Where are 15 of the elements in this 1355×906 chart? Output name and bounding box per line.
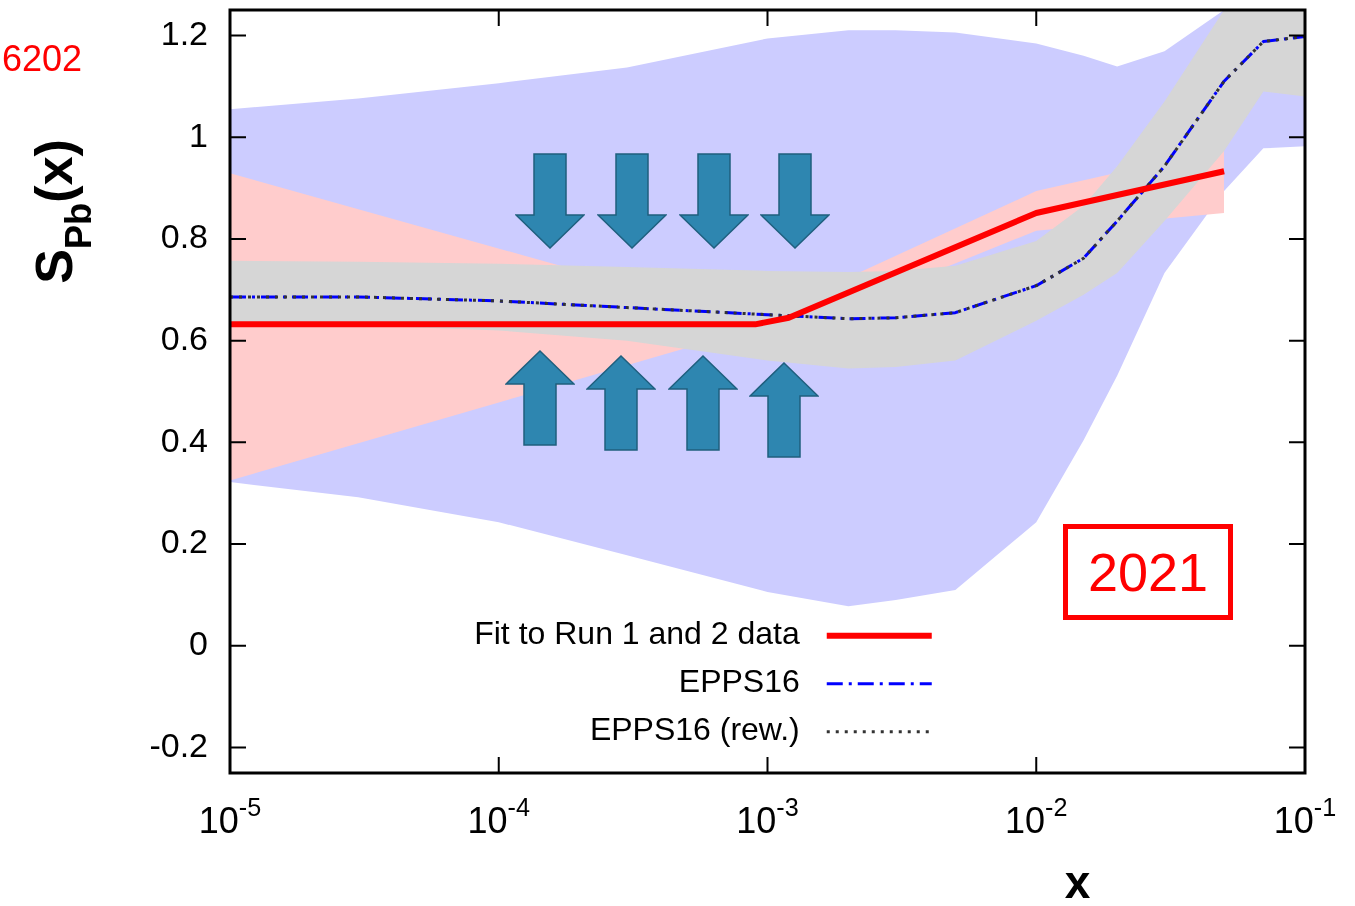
legend-label: Fit to Run 1 and 2 data xyxy=(474,615,800,652)
y-tick-label: 1 xyxy=(189,115,209,154)
legend-label: EPPS16 xyxy=(678,663,800,700)
x-axis-title: x xyxy=(1064,855,1091,906)
y-tick-label: 1.2 xyxy=(160,13,208,52)
y-tick-label: 0 xyxy=(189,624,209,663)
y-tick-label: -0.2 xyxy=(149,725,209,764)
annotation: 2021 xyxy=(1063,524,1234,620)
legend-label: EPPS16 (rew.) xyxy=(589,711,800,748)
text: 6202 xyxy=(2,38,83,80)
y-tick-label: 0.8 xyxy=(160,217,208,256)
y-axis-title: SPb(x) xyxy=(25,139,100,284)
y-tick-label: 0.2 xyxy=(160,522,208,561)
y-tick-label: 0.4 xyxy=(160,420,208,459)
y-tick-label: 0.6 xyxy=(160,319,208,358)
